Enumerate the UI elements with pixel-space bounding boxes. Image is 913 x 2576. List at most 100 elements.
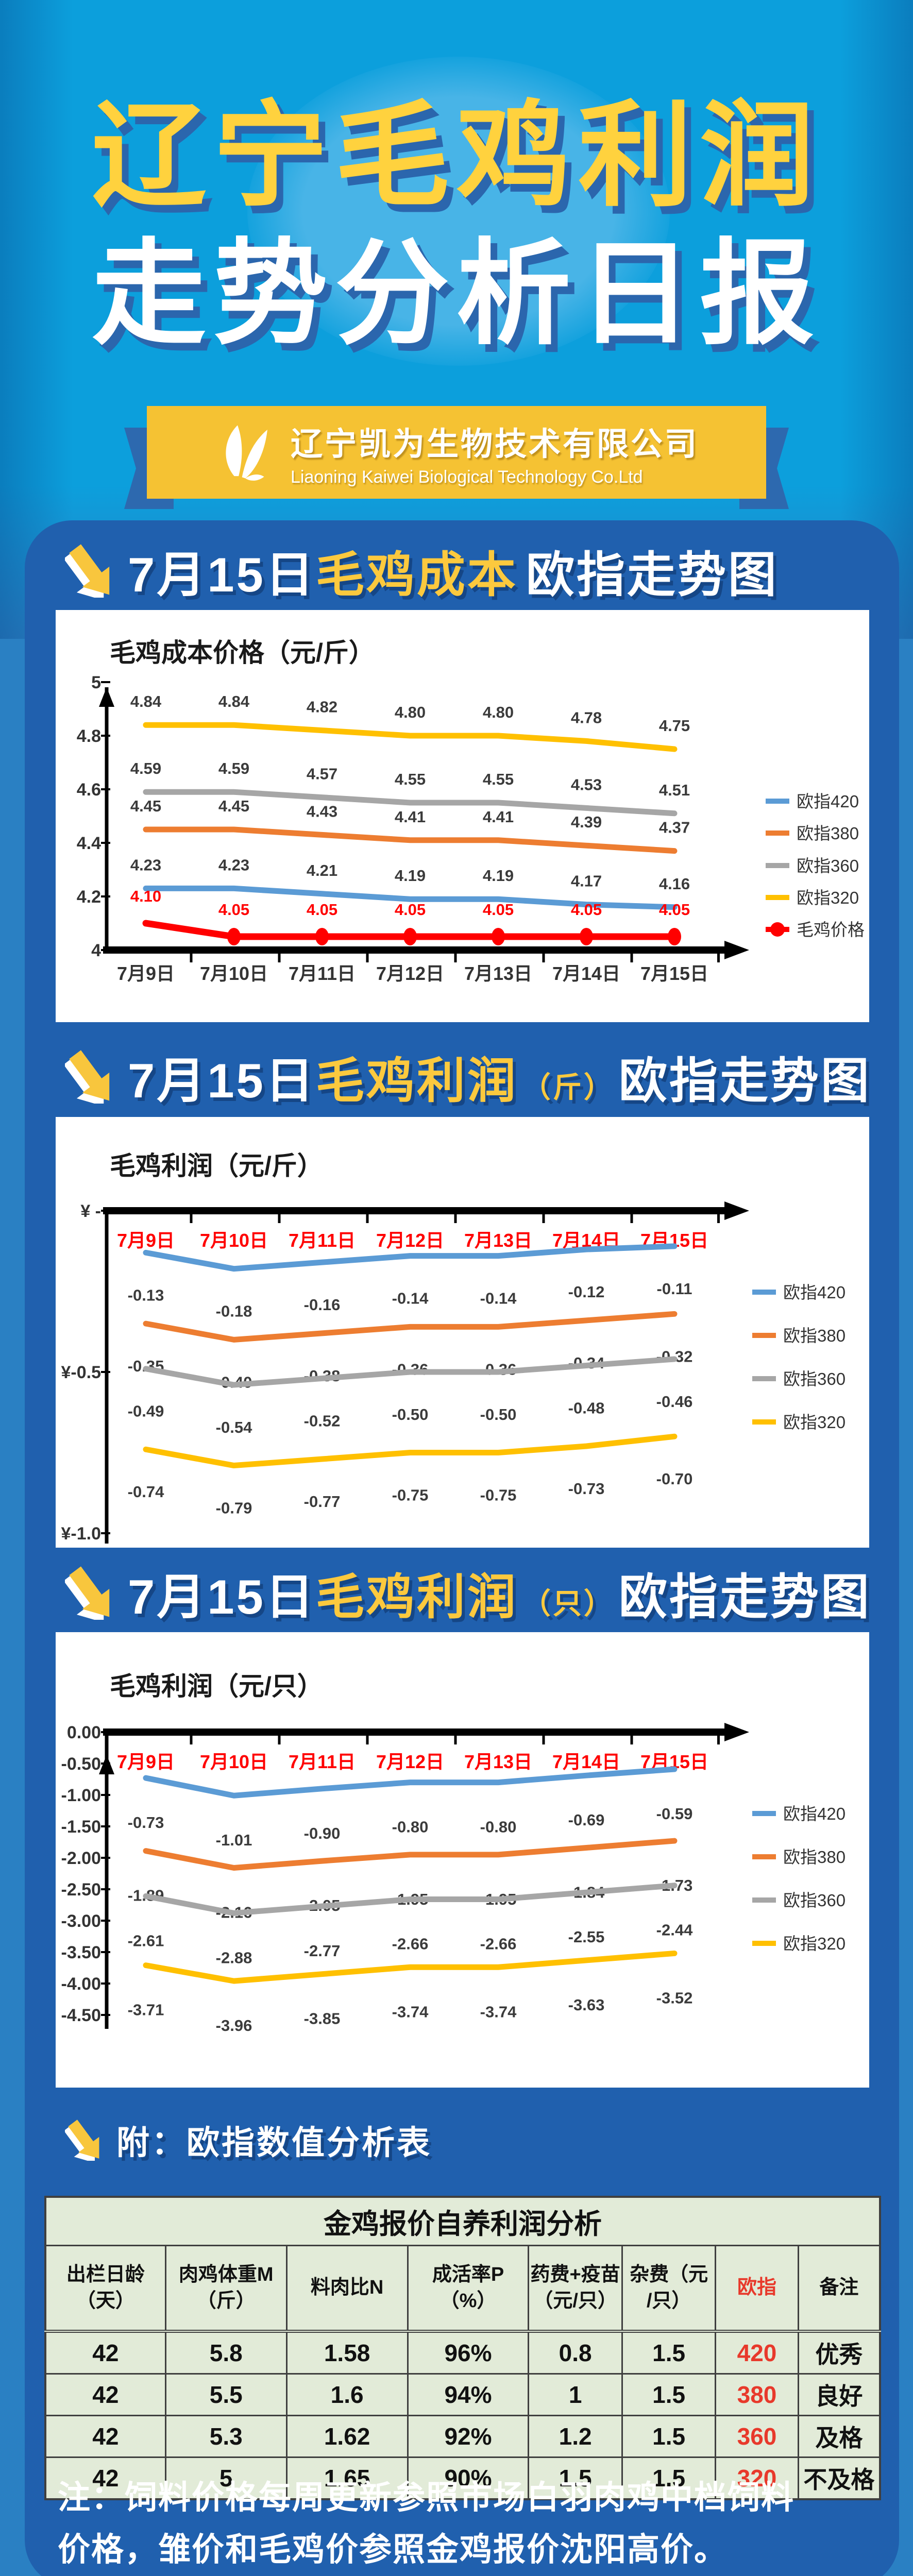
table-cell: 96% — [407, 2330, 530, 2375]
profit-per-jin-chart-svg: 毛鸡利润（元/斤） ¥ - ¥-0.5 ¥-1.0 7月9日 7月10日 7月11日 7月12… — [61, 1151, 846, 1544]
table-cell: 良好 — [797, 2373, 881, 2416]
section1-suffix: 欧指走势图 — [526, 548, 779, 602]
svg-text:欧指360: 欧指360 — [783, 1891, 846, 1910]
svg-text:-0.54: -0.54 — [216, 1418, 252, 1436]
svg-text:-3.74: -3.74 — [392, 2003, 429, 2021]
svg-text:4.05: 4.05 — [395, 901, 426, 919]
svg-text:-0.90: -0.90 — [304, 1824, 341, 1842]
svg-text:欧指360: 欧指360 — [783, 1369, 846, 1388]
svg-text:-3.96: -3.96 — [216, 2016, 252, 2035]
table-cell: 360 — [715, 2415, 799, 2458]
company-name-cn: 辽宁凯为生物技术有限公司 — [290, 426, 699, 462]
note-line1: 注：饲料价格每周更新参照市场白羽肉鸡中档饲料 — [58, 2480, 794, 2516]
table-cell: 1.65 — [285, 2456, 409, 2500]
svg-text:-0.48: -0.48 — [568, 1399, 605, 1417]
profit-jin-chart-card: 毛鸡利润（元/斤） ¥ - ¥-0.5 ¥-1.0 7月9日 7月10日 7月11日 7月12… — [56, 1117, 869, 1548]
svg-text:4.55: 4.55 — [395, 770, 426, 788]
section3-header: 7月15日毛鸡利润 （只）欧指走势图 — [65, 1558, 871, 1628]
svg-text:4.41: 4.41 — [395, 808, 426, 826]
table-cell: 1.5 — [621, 2415, 717, 2458]
svg-text:7月14日: 7月14日 — [552, 963, 620, 984]
svg-text:7月10日: 7月10日 — [200, 1751, 268, 1772]
table-cell: 1 — [528, 2373, 623, 2416]
svg-text:4.21: 4.21 — [307, 861, 337, 879]
svg-text:-3.71: -3.71 — [128, 2001, 164, 2019]
table-header-3: 成活率P （%） — [407, 2245, 530, 2333]
table-header-4: 药费+疫苗 （元/只） — [528, 2245, 623, 2333]
svg-text:欧指380: 欧指380 — [797, 824, 859, 843]
svg-text:4.05: 4.05 — [483, 901, 514, 919]
table-row-2: 42 5.3 1.62 92% 1.2 1.5 360 及格 — [44, 2415, 881, 2458]
svg-text:4.05: 4.05 — [659, 901, 690, 919]
section4-label: 附：欧指数值分析表 — [116, 2124, 432, 2161]
svg-text:4: 4 — [91, 941, 101, 960]
arrow-down-right-icon — [65, 2120, 99, 2161]
section1-unit — [518, 565, 526, 598]
table-cell: 及格 — [797, 2415, 881, 2458]
svg-text:4.10: 4.10 — [130, 887, 161, 905]
svg-text:毛鸡价格: 毛鸡价格 — [797, 920, 865, 939]
svg-text:4.45: 4.45 — [218, 797, 249, 815]
svg-text:4.80: 4.80 — [483, 703, 514, 721]
svg-text:4.23: 4.23 — [218, 856, 249, 874]
cost-chart: 毛鸡成本价格（元/斤） 5 4.8 4.6 4.4 4.2 4 7月9日 7月10日 7月11日 7… — [56, 610, 869, 1022]
hero-glow — [247, 57, 670, 366]
svg-text:7月11日: 7月11日 — [289, 963, 356, 984]
main-title-line2: 走势分析日报 — [92, 230, 821, 358]
table-cell: 1.62 — [285, 2415, 409, 2458]
svg-text:4.19: 4.19 — [395, 867, 426, 885]
svg-text:4.05: 4.05 — [307, 901, 337, 919]
svg-text:-0.69: -0.69 — [568, 1811, 605, 1829]
svg-text:-0.52: -0.52 — [304, 1412, 341, 1430]
svg-text:-2.00: -2.00 — [61, 1849, 102, 1868]
svg-text:毛鸡利润（元/只）: 毛鸡利润（元/只） — [110, 1672, 323, 1701]
svg-text:-3.52: -3.52 — [656, 1989, 693, 2007]
section3-suffix: 欧指走势图 — [618, 1570, 871, 1624]
svg-text:4.57: 4.57 — [307, 765, 337, 783]
svg-text:7月14日: 7月14日 — [552, 1751, 620, 1772]
svg-text:4.59: 4.59 — [218, 759, 249, 777]
svg-text:4.2: 4.2 — [77, 887, 101, 907]
note-text: 注：饲料价格每周更新参照市场白羽肉鸡中档饲料 价格，雏价和毛鸡价参照金鸡报价沈阳… — [58, 2472, 861, 2576]
table-cell: 1.6 — [285, 2373, 409, 2416]
svg-text:4.19: 4.19 — [483, 867, 514, 885]
company-logo-icon — [226, 425, 267, 481]
svg-text:-0.73: -0.73 — [128, 1814, 164, 1832]
svg-text:-1.00: -1.00 — [61, 1786, 102, 1805]
table-cell: 1.5 — [621, 2456, 717, 2500]
table-header-5: 杂费（元/只） — [621, 2245, 717, 2333]
table-cell: 1.58 — [285, 2330, 409, 2375]
svg-text:7月9日: 7月9日 — [117, 963, 175, 984]
svg-text:4.39: 4.39 — [571, 813, 602, 831]
table-header-6: 欧指 — [715, 2245, 799, 2333]
svg-text:-0.59: -0.59 — [656, 1805, 693, 1823]
table-header-2: 料肉比N — [285, 2245, 409, 2333]
svg-text:欧指380: 欧指380 — [783, 1326, 846, 1345]
svg-text:-3.74: -3.74 — [480, 2003, 517, 2021]
svg-text:-0.13: -0.13 — [128, 1286, 164, 1304]
svg-text:-0.49: -0.49 — [128, 1402, 164, 1420]
svg-text:-2.66: -2.66 — [480, 1935, 517, 1953]
table-header-7: 备注 — [797, 2245, 881, 2333]
section3-unit: （只） — [521, 1587, 615, 1620]
svg-text:7月9日: 7月9日 — [117, 1230, 175, 1251]
svg-text:4.8: 4.8 — [77, 726, 101, 746]
table-row-3: 42 5 1.65 90% 1.5 1.5 320 不及格 — [44, 2456, 881, 2500]
table-cell: 420 — [715, 2330, 799, 2375]
svg-text:4.23: 4.23 — [130, 856, 161, 874]
svg-text:-0.75: -0.75 — [480, 1486, 517, 1504]
section2-header: 7月15日毛鸡利润 （斤）欧指走势图 — [65, 1042, 871, 1112]
svg-text:-1.01: -1.01 — [216, 1831, 252, 1849]
svg-text:4.43: 4.43 — [307, 802, 337, 820]
profit-per-bird-chart: 毛鸡利润（元/只） 0.00 -0.50 -1.00 -1.50 -2.00 -2.50 -3… — [56, 1632, 869, 2088]
svg-text:-4.00: -4.00 — [61, 1974, 102, 1994]
svg-text:欧指320: 欧指320 — [783, 1413, 846, 1432]
svg-text:7月9日: 7月9日 — [117, 1751, 175, 1772]
svg-text:-0.16: -0.16 — [304, 1296, 341, 1314]
arrow-down-right-icon — [65, 544, 110, 598]
svg-text:-1.50: -1.50 — [61, 1817, 102, 1837]
section4-title: 附：欧指数值分析表 — [116, 2116, 432, 2164]
note-line2: 价格，雏价和毛鸡价参照金鸡报价沈阳高价。 — [58, 2531, 728, 2568]
section2-unit: （斤） — [521, 1071, 615, 1104]
table-cell: 42 — [44, 2373, 166, 2416]
